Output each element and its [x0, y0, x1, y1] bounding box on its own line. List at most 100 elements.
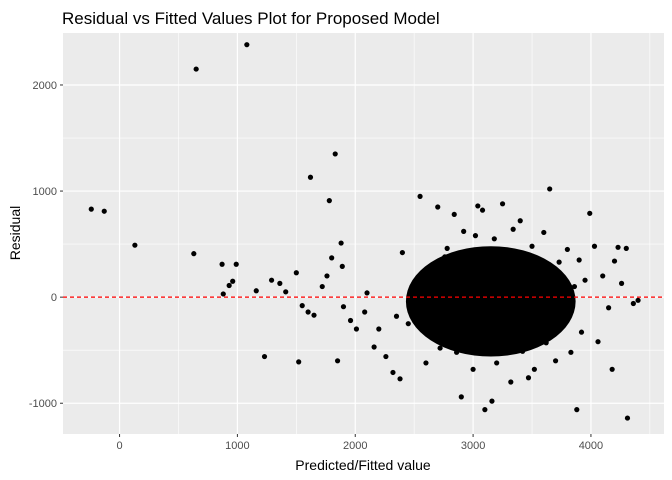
x-tick-label: 1000: [225, 440, 249, 452]
data-point: [576, 257, 582, 263]
data-point: [624, 415, 631, 421]
data-point: [630, 300, 636, 307]
data-point: [618, 280, 625, 286]
x-tick-label: 3000: [461, 440, 485, 452]
data-point: [635, 297, 641, 303]
data-point: [556, 259, 562, 265]
data-point: [552, 358, 559, 364]
data-point: [587, 210, 593, 216]
x-axis-label: Predicted/Fitted value: [295, 457, 431, 473]
data-point: [220, 291, 226, 297]
chart-title: Residual vs Fitted Values Plot for Propo…: [62, 9, 440, 28]
data-point: [529, 243, 535, 249]
data-point: [479, 207, 486, 213]
x-axis-ticks: 0 1000 2000 3000 4000: [117, 434, 603, 452]
data-point: [324, 273, 330, 279]
data-point: [319, 283, 325, 290]
data-point: [277, 280, 283, 286]
data-point: [595, 339, 601, 345]
data-point: [437, 345, 443, 351]
data-point: [326, 198, 332, 204]
data-point: [508, 379, 514, 385]
data-point: [191, 251, 197, 257]
data-point: [371, 344, 377, 350]
data-point: [578, 329, 585, 335]
data-point: [397, 376, 403, 382]
minor-gridlines: [63, 33, 664, 434]
data-point: [329, 255, 335, 261]
data-point: [517, 218, 523, 224]
data-point: [353, 326, 360, 332]
data-point: [482, 407, 488, 413]
data-point: [88, 206, 94, 212]
data-point: [268, 277, 275, 283]
y-axis-label: Residual: [7, 206, 23, 260]
data-point: [451, 211, 457, 218]
data-points: [88, 42, 641, 421]
data-point: [334, 358, 341, 364]
data-point: [489, 398, 495, 404]
data-point: [261, 353, 268, 360]
data-point: [305, 309, 311, 315]
data-point: [390, 369, 396, 376]
data-point: [582, 277, 588, 283]
data-point: [494, 360, 500, 366]
data-point: [600, 273, 606, 279]
dense-point-cloud: [405, 246, 576, 357]
plot-panel: [63, 33, 664, 434]
data-point: [219, 261, 225, 267]
data-point: [293, 270, 299, 276]
data-point: [444, 245, 450, 251]
data-point: [362, 309, 368, 315]
data-point: [461, 228, 467, 234]
data-point: [101, 208, 107, 214]
data-point: [623, 245, 629, 251]
data-point: [405, 321, 411, 327]
data-point: [132, 242, 138, 248]
data-point: [307, 174, 314, 180]
data-point: [435, 204, 441, 210]
data-point: [475, 203, 481, 209]
data-point: [499, 201, 506, 207]
data-point: [423, 360, 429, 366]
data-point: [458, 394, 464, 400]
data-point: [347, 317, 354, 324]
y-tick-label: 2000: [33, 80, 57, 92]
y-tick-label: 1000: [33, 186, 57, 198]
data-point: [547, 186, 553, 192]
data-point: [591, 243, 598, 249]
y-axis-ticks: -1000 0 1000 2000: [29, 80, 63, 410]
data-point: [541, 229, 547, 236]
data-point: [253, 288, 259, 294]
data-point: [226, 282, 232, 289]
data-point: [399, 249, 405, 256]
data-point: [611, 258, 618, 264]
data-point: [244, 42, 250, 48]
data-point: [193, 66, 199, 72]
data-point: [470, 366, 476, 372]
data-point: [568, 349, 574, 355]
data-point: [339, 263, 345, 269]
data-point: [606, 305, 612, 311]
data-point: [296, 359, 302, 365]
data-point: [393, 313, 400, 319]
data-point: [338, 240, 344, 246]
data-point: [525, 375, 532, 381]
data-point: [609, 366, 615, 372]
data-point: [230, 278, 236, 284]
data-point: [510, 226, 516, 232]
data-point: [615, 244, 621, 250]
data-point: [574, 407, 580, 413]
y-tick-label: -1000: [29, 398, 57, 410]
data-point: [564, 246, 570, 253]
x-tick-label: 2000: [343, 440, 367, 452]
data-point: [233, 261, 239, 267]
data-point: [364, 290, 370, 296]
data-point: [491, 236, 497, 242]
data-point: [383, 353, 389, 360]
x-tick-label: 0: [117, 440, 123, 452]
data-point: [472, 233, 479, 239]
data-point: [417, 193, 423, 199]
data-point: [340, 304, 347, 310]
